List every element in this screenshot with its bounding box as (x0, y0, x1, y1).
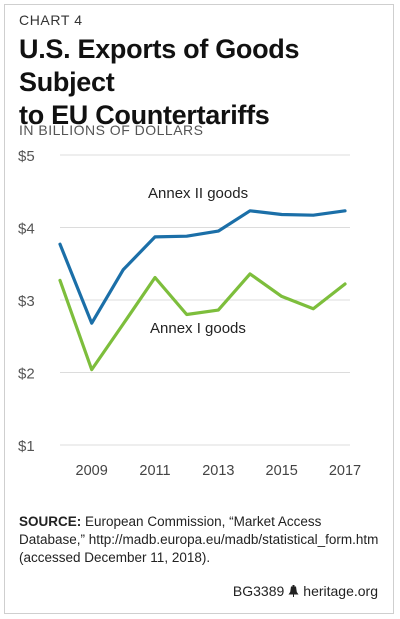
chart-kicker: CHART 4 (19, 12, 83, 28)
y-tick-label: $4 (18, 221, 35, 238)
series-label-annex-ii: Annex II goods (148, 185, 248, 202)
y-tick-label: $1 (18, 438, 35, 455)
series-label-annex-i: Annex I goods (150, 320, 246, 337)
y-tick-label: $3 (18, 293, 35, 310)
chart-unit-label: IN BILLIONS OF DOLLARS (19, 122, 204, 138)
x-tick-label: 2017 (329, 463, 361, 479)
source-text: European Commission, “Market Access Data… (19, 514, 379, 565)
y-tick-label: $2 (18, 366, 35, 383)
line-chart: $1 $2 $3 $4 $5 2009 2011 2013 2015 2017 Annex II g… (18, 148, 361, 479)
liberty-bell-icon (288, 585, 299, 597)
series-line-annex-ii (58, 209, 347, 325)
y-tick-label: $5 (18, 148, 35, 165)
site-name: heritage.org (303, 583, 378, 599)
footer: BG3389 heritage.org (233, 583, 378, 599)
chart-title-line-1: U.S. Exports of Goods Subject (19, 34, 300, 97)
chart-title: U.S. Exports of Goods Subject to EU Coun… (19, 33, 379, 132)
chart-title-line-2: to EU Countertariffs (19, 100, 270, 130)
x-tick-label: 2009 (76, 463, 108, 479)
x-tick-label: 2013 (202, 463, 234, 479)
source-note: SOURCE: European Commission, “Market Acc… (19, 513, 379, 567)
chart-frame (4, 4, 394, 614)
x-tick-label: 2015 (266, 463, 298, 479)
series-line-annex-i (58, 272, 347, 372)
report-id: BG3389 (232, 583, 285, 599)
source-label: SOURCE: (19, 514, 82, 529)
x-tick-label: 2011 (139, 463, 170, 479)
